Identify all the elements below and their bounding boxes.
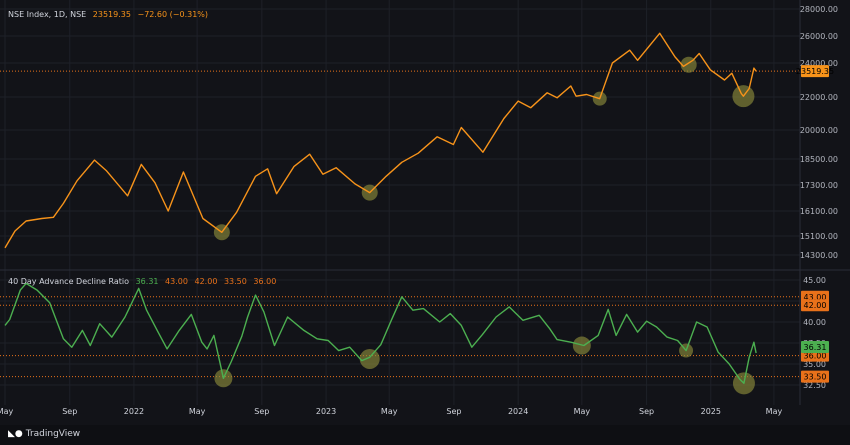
price-axis-tick-label: 26000.00 xyxy=(800,32,838,41)
indicator-axis-tick-label: 45.00 xyxy=(803,276,826,285)
x-axis-tick-label: May xyxy=(0,407,14,416)
indicator-levels xyxy=(0,70,800,378)
tradingview-logo[interactable]: ◣● TradingView xyxy=(8,429,80,439)
price-axis-tick-label: 14300.00 xyxy=(800,251,838,260)
indicator-value-tag-bg xyxy=(801,340,829,353)
level-tag: 43.00 xyxy=(804,293,827,302)
x-axis-tick-label: Sep xyxy=(639,407,654,416)
indicator-title: 40 Day Advance Decline Ratio xyxy=(8,277,130,286)
last-price-tag-bg xyxy=(801,65,829,78)
level-tag: 42.00 xyxy=(804,301,827,310)
x-axis-tick-label: May xyxy=(381,407,398,416)
indicator-axis-tick-label: 40.00 xyxy=(803,318,826,327)
indicator-axis-tick-label: 35.00 xyxy=(803,360,826,369)
x-axis-tick-label: 2023 xyxy=(316,407,336,416)
indicator-series-line xyxy=(4,282,757,384)
price-legend[interactable]: NSE Index, 1D, NSE 23519.35 −72.60 (−0.3… xyxy=(8,10,212,19)
x-axis-tick-label: Sep xyxy=(446,407,461,416)
indicator-level-2: 42.00 xyxy=(194,277,218,286)
last-price-tag: 23519.35 xyxy=(796,67,834,76)
level-tag: 36.00 xyxy=(804,352,827,361)
x-axis-tick-label: May xyxy=(189,407,206,416)
last-price: 23519.35 xyxy=(92,10,131,19)
x-axis-tick-label: Sep xyxy=(254,407,269,416)
price-change: −72.60 (−0.31%) xyxy=(137,10,209,19)
x-axis-tick-label: 2025 xyxy=(701,407,721,416)
x-axis-tick-label: 2024 xyxy=(508,407,528,416)
price-axis-tick-label: 17300.00 xyxy=(800,181,838,190)
indicator-axis-tick-label: 32.50 xyxy=(803,381,826,390)
indicator-level-1: 43.00 xyxy=(165,277,188,286)
level-tag-bg xyxy=(801,370,829,383)
price-axis-tick-label: 24000.00 xyxy=(800,59,838,68)
price-axis-tick-label: 15100.00 xyxy=(800,232,838,241)
indicator-value: 36.31 xyxy=(135,277,159,286)
x-axis-tick-label: May xyxy=(766,407,783,416)
indicator-level-4: 36.00 xyxy=(253,277,277,286)
price-axis-tick-label: 22000.00 xyxy=(800,93,838,102)
price-axis-tick-label: 18500.00 xyxy=(800,155,838,164)
grid-lines xyxy=(0,0,800,405)
footer-bar xyxy=(0,425,850,445)
tradingview-label: TradingView xyxy=(25,429,81,439)
price-series-line xyxy=(4,32,757,249)
price-axis-tick-label: 16100.00 xyxy=(800,207,838,216)
highlight-circle xyxy=(359,348,380,369)
indicator-value-tag: 36.31 xyxy=(804,343,827,352)
series-lines xyxy=(4,32,757,384)
level-tag: 33.50 xyxy=(804,373,827,382)
symbol-title: NSE Index, 1D, NSE xyxy=(8,10,87,19)
price-axis-tick-label: 28000.00 xyxy=(800,5,838,14)
indicator-legend[interactable]: 40 Day Advance Decline Ratio 36.31 43.00… xyxy=(8,277,280,286)
x-axis-tick-label: 2022 xyxy=(124,407,144,416)
chart-canvas[interactable]: May Sep 2022 May Sep 2023 May Sep 2024 May Sep 2025… xyxy=(0,0,850,425)
axes: May Sep 2022 May Sep 2023 May Sep 2024 May Sep 2025… xyxy=(0,5,838,416)
indicator-level-3: 33.50 xyxy=(223,277,247,286)
price-axis-tick-label: 20000.00 xyxy=(800,126,838,135)
tradingview-icon: ◣● xyxy=(8,429,23,439)
x-axis-tick-label: May xyxy=(574,407,591,416)
x-axis-tick-label: Sep xyxy=(62,407,77,416)
level-tag-bg xyxy=(801,299,829,312)
